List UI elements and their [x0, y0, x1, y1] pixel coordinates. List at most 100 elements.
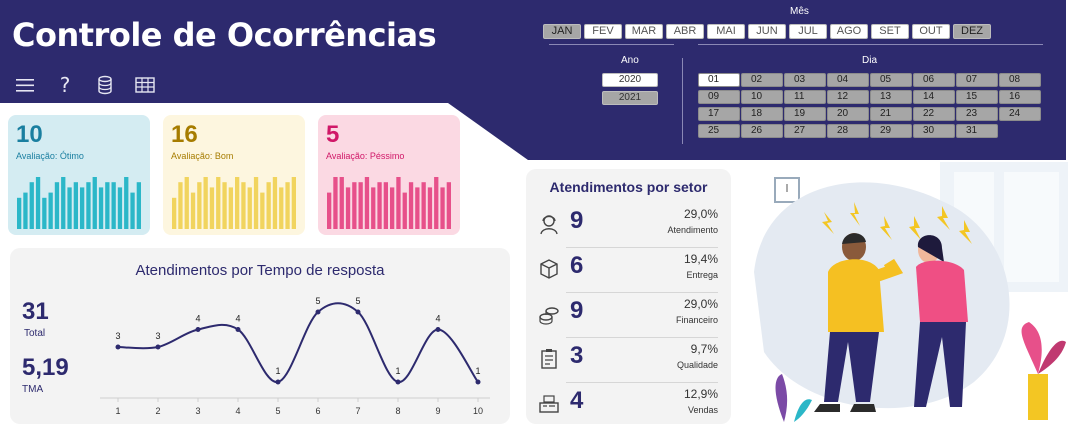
x-tick-label: 7	[355, 406, 360, 416]
day-button-23[interactable]: 23	[956, 107, 998, 121]
data-point	[355, 309, 361, 315]
sector-count: 3	[570, 342, 584, 369]
day-button-10[interactable]: 10	[741, 90, 783, 104]
sector-count: 6	[570, 252, 584, 279]
day-button-24[interactable]: 24	[999, 107, 1041, 121]
sector-separator	[566, 337, 718, 338]
sparkbar	[383, 182, 388, 229]
day-button-28[interactable]: 28	[827, 124, 869, 138]
day-button-07[interactable]: 07	[956, 73, 998, 87]
day-button-17[interactable]: 17	[698, 107, 740, 121]
day-button-27[interactable]: 27	[784, 124, 826, 138]
rating-count: 16	[171, 121, 198, 148]
day-button-06[interactable]: 06	[913, 73, 955, 87]
day-button-19[interactable]: 19	[784, 107, 826, 121]
menu-icon[interactable]	[14, 74, 36, 96]
argument-illustration	[754, 162, 1068, 422]
month-slicer-label: Mês	[790, 6, 809, 17]
data-label: 5	[355, 296, 360, 306]
sector-percent: 19,4%	[683, 252, 718, 266]
day-button-22[interactable]: 22	[913, 107, 955, 121]
table-icon[interactable]	[134, 74, 156, 96]
total-label: Total	[24, 328, 46, 339]
day-button-16[interactable]: 16	[999, 90, 1041, 104]
x-tick-label: 1	[115, 406, 120, 416]
month-button-mai[interactable]: MAI	[707, 24, 745, 39]
rating-label: Avaliação: Ótimo	[16, 151, 84, 161]
day-button-21[interactable]: 21	[870, 107, 912, 121]
day-button-08[interactable]: 08	[999, 73, 1041, 87]
month-button-set[interactable]: SET	[871, 24, 909, 39]
response-time-panel: Atendimentos por Tempo de resposta 31 To…	[10, 248, 510, 424]
sparkbar	[222, 182, 227, 229]
data-point	[395, 379, 401, 385]
sparkbar	[260, 192, 265, 229]
day-button-26[interactable]: 26	[741, 124, 783, 138]
sparkbar	[235, 177, 240, 229]
sparkbar	[73, 182, 78, 229]
day-button-12[interactable]: 12	[827, 90, 869, 104]
month-button-out[interactable]: OUT	[912, 24, 950, 39]
sector-percent: 9,7%	[690, 342, 718, 356]
sparkbar	[272, 177, 278, 229]
day-button-18[interactable]: 18	[741, 107, 783, 121]
rating-sparkbar	[172, 177, 296, 229]
help-icon[interactable]: ?	[59, 73, 71, 97]
day-button-20[interactable]: 20	[827, 107, 869, 121]
day-button-25[interactable]: 25	[698, 124, 740, 138]
day-button-04[interactable]: 04	[827, 73, 869, 87]
sparkbar	[333, 177, 338, 229]
sector-row-financeiro: 9 29,0% Financeiro	[538, 295, 718, 339]
sector-name: Financeiro	[675, 315, 718, 325]
month-button-fev[interactable]: FEV	[584, 24, 622, 39]
data-point	[115, 344, 121, 350]
day-button-11[interactable]: 11	[784, 90, 826, 104]
day-button-03[interactable]: 03	[784, 73, 826, 87]
day-button-15[interactable]: 15	[956, 90, 998, 104]
sparkbar	[285, 182, 290, 229]
month-button-jun[interactable]: JUN	[748, 24, 786, 39]
cash-register-icon	[538, 393, 560, 415]
month-button-ago[interactable]: AGO	[830, 24, 868, 39]
sector-name: Entrega	[686, 270, 718, 280]
month-button-jul[interactable]: JUL	[789, 24, 827, 39]
day-button-14[interactable]: 14	[913, 90, 955, 104]
month-button-jan[interactable]: JAN	[543, 24, 581, 39]
year-slicer-divider	[549, 44, 674, 45]
month-button-mar[interactable]: MAR	[625, 24, 663, 39]
sparkbar	[241, 182, 246, 229]
sparkbar	[216, 177, 221, 229]
database-icon[interactable]	[94, 74, 116, 96]
day-button-02[interactable]: 02	[741, 73, 783, 87]
sparkbar	[48, 192, 53, 229]
month-button-abr[interactable]: ABR	[666, 24, 704, 39]
day-button-13[interactable]: 13	[870, 90, 912, 104]
year-button-2020[interactable]: 2020	[602, 73, 658, 87]
sector-row-entrega: 6 19,4% Entrega	[538, 250, 718, 294]
sparkbar	[178, 182, 183, 229]
year-button-2021[interactable]: 2021	[602, 91, 658, 105]
sector-percent: 12,9%	[683, 387, 718, 401]
sector-name: Vendas	[687, 405, 718, 415]
day-button-01[interactable]: 01	[698, 73, 740, 87]
day-button-29[interactable]: 29	[870, 124, 912, 138]
sparkbar	[427, 187, 433, 229]
day-button-31[interactable]: 31	[956, 124, 998, 138]
sparkbar	[86, 182, 91, 229]
month-button-dez[interactable]: DEZ	[953, 24, 991, 39]
sparkbar	[23, 192, 28, 229]
day-button-30[interactable]: 30	[913, 124, 955, 138]
checklist-icon	[538, 348, 560, 370]
sparkbar	[98, 187, 104, 229]
sector-percent: 29,0%	[683, 207, 718, 221]
toolbar: ?	[14, 73, 156, 97]
x-tick-label: 4	[235, 406, 240, 416]
sparkbar	[371, 187, 376, 229]
sparkbar	[111, 182, 116, 229]
data-label: 1	[395, 366, 400, 376]
data-point	[475, 379, 481, 385]
day-button-05[interactable]: 05	[870, 73, 912, 87]
sparkbar	[117, 187, 123, 229]
sparkbar	[352, 182, 357, 229]
day-button-09[interactable]: 09	[698, 90, 740, 104]
